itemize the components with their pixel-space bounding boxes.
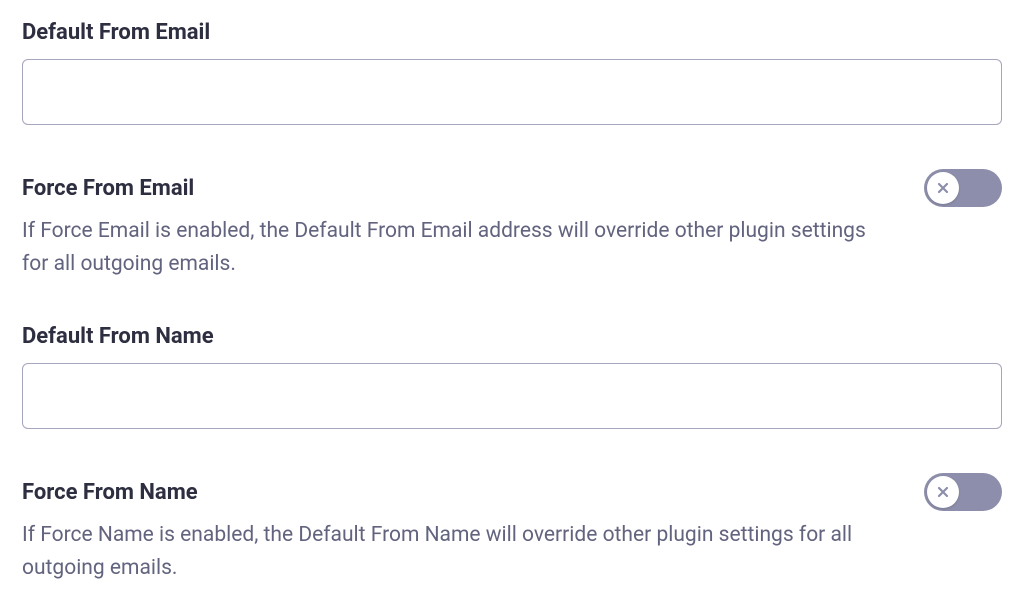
force-from-name-toggle[interactable] [924, 473, 1002, 511]
force-from-name-description: If Force Name is enabled, the Default Fr… [22, 519, 882, 584]
force-from-name-group: Force From Name If Force Name is enabled… [22, 473, 1002, 584]
default-from-email-group: Default From Email [22, 20, 1002, 125]
default-from-email-input[interactable] [22, 59, 1002, 125]
default-from-name-group: Default From Name [22, 324, 1002, 429]
toggle-knob [927, 172, 959, 204]
default-from-name-label: Default From Name [22, 324, 1002, 349]
close-icon [937, 486, 949, 498]
force-from-email-group: Force From Email If Force Email is enabl… [22, 169, 1002, 280]
close-icon [937, 182, 949, 194]
force-from-email-row: Force From Email [22, 169, 1002, 207]
toggle-knob [927, 476, 959, 508]
force-from-email-toggle[interactable] [924, 169, 1002, 207]
force-from-email-description: If Force Email is enabled, the Default F… [22, 215, 882, 280]
force-from-name-row: Force From Name [22, 473, 1002, 511]
force-from-email-label: Force From Email [22, 176, 194, 201]
default-from-name-input[interactable] [22, 363, 1002, 429]
force-from-name-label: Force From Name [22, 480, 198, 505]
default-from-email-label: Default From Email [22, 20, 1002, 45]
